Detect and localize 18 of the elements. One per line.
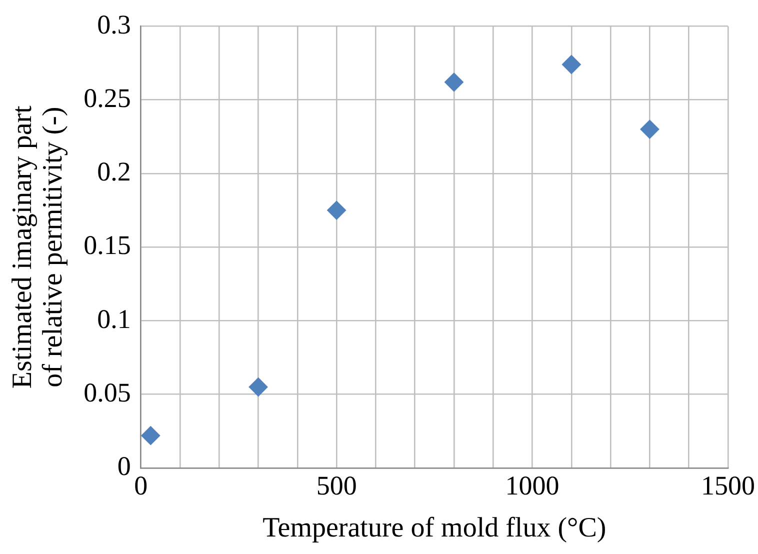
point — [248, 378, 268, 397]
y-axis-title: Estimated imaginary part of relative permitivity (-) — [6, 105, 69, 389]
y-tick-label: 0.15 — [84, 230, 131, 260]
point — [141, 426, 160, 446]
x-axis-title: Temperature of mold flux (°C) — [262, 512, 606, 544]
point — [640, 120, 660, 139]
y-tick-label: 0.2 — [97, 156, 131, 187]
x-tick-label: 1000 — [505, 470, 560, 500]
point — [327, 200, 346, 220]
y-tick-label: 0.25 — [84, 82, 131, 113]
y-tick-label: 0.1 — [97, 304, 131, 334]
x-tick-label: 1500 — [701, 470, 755, 500]
x-tick-label: 500 — [316, 470, 357, 500]
y-tick-label: 0 — [117, 451, 131, 482]
y-tick-label: 0.3 — [97, 9, 131, 40]
point — [444, 72, 464, 92]
y-tick-label: 0.05 — [84, 377, 131, 408]
point — [562, 54, 581, 74]
